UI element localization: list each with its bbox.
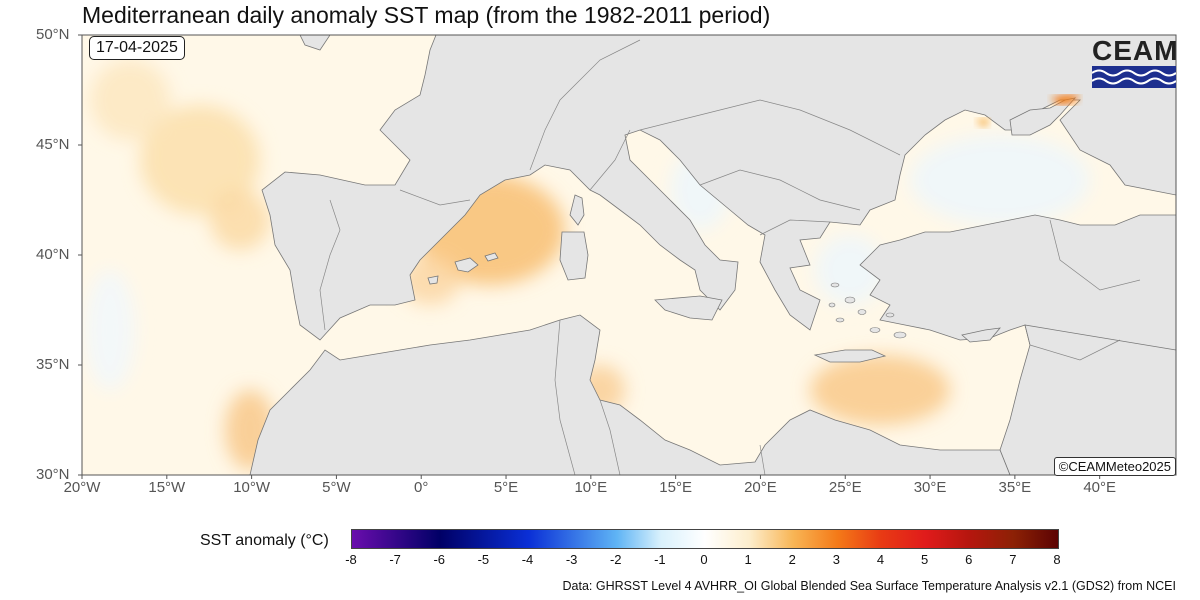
x-axis-label: 20°E bbox=[744, 479, 777, 496]
land-sardinia bbox=[559, 231, 589, 281]
data-credit: Data: GHRSST Level 4 AVHRR_OI Global Ble… bbox=[562, 579, 1176, 593]
land-cyprus bbox=[961, 327, 1001, 343]
azov-warm-spot bbox=[975, 95, 1080, 128]
land-mallorca bbox=[454, 257, 479, 273]
ceam-logo: CEAM bbox=[1092, 35, 1179, 88]
land-layer bbox=[82, 35, 1176, 475]
x-axis-label: 40°E bbox=[1083, 479, 1117, 496]
land-ibiza bbox=[427, 275, 439, 285]
copyright-label: ©CEAMMeteo2025 bbox=[1053, 457, 1176, 476]
x-axis-label: 15°E bbox=[659, 479, 692, 496]
levantine-warm-patch bbox=[810, 355, 950, 425]
color-bar-tick-label: 6 bbox=[965, 552, 973, 567]
y-axis-label: 40°N bbox=[36, 246, 70, 263]
color-bar-tick-label: 3 bbox=[832, 552, 840, 567]
land-crimea bbox=[1009, 97, 1077, 136]
color-bar-tick-label: -5 bbox=[477, 552, 490, 567]
x-axis-label: 5°E bbox=[493, 479, 519, 496]
atlantic-cool-patch bbox=[85, 270, 135, 390]
x-axis-label: 5°W bbox=[322, 479, 351, 496]
x-axis-label: 10°W bbox=[233, 479, 271, 496]
land-north-africa bbox=[82, 314, 1011, 475]
land-europe bbox=[261, 35, 1176, 341]
x-axis-label: 30°E bbox=[913, 479, 947, 496]
land-menorca bbox=[484, 252, 499, 262]
map-title: Mediterranean daily anomaly SST map (fro… bbox=[82, 2, 771, 28]
x-axis-label: 0° bbox=[414, 479, 429, 496]
x-axis-label: 20°W bbox=[63, 479, 101, 496]
land-crete bbox=[813, 349, 887, 363]
color-bar-tick-label: 7 bbox=[1009, 552, 1017, 567]
biscay-warm-patch bbox=[210, 190, 270, 250]
color-bar-tick-label: 5 bbox=[921, 552, 929, 567]
land-britain bbox=[299, 35, 331, 51]
color-bar-tick-label: -7 bbox=[389, 552, 401, 567]
country-borders bbox=[319, 39, 1141, 475]
color-bar-tick-label: 2 bbox=[788, 552, 796, 567]
color-bar-tick-label: -3 bbox=[565, 552, 578, 567]
y-axis-label: 45°N bbox=[36, 136, 70, 153]
color-bar-tick-label: 0 bbox=[700, 552, 708, 567]
color-bar-tick-label: -4 bbox=[521, 552, 534, 567]
x-axis-label: 10°E bbox=[574, 479, 608, 496]
color-bar-tick-label: -8 bbox=[345, 552, 357, 567]
color-bar-tick-label: -1 bbox=[654, 552, 666, 567]
x-axis-label: 35°E bbox=[998, 479, 1032, 496]
y-axis-label: 30°N bbox=[36, 466, 70, 483]
ceam-logo-text: CEAM bbox=[1092, 35, 1179, 66]
black-sea-cool-patch bbox=[910, 135, 1090, 225]
aegean-cool-patch bbox=[815, 235, 885, 305]
legend-title: SST anomaly (°C) bbox=[200, 532, 329, 549]
color-bar bbox=[351, 529, 1059, 549]
atlantic-warm-patch bbox=[90, 60, 170, 140]
color-bar-tick-label: 8 bbox=[1053, 552, 1061, 567]
land-sicily bbox=[654, 295, 723, 321]
land-anatolia bbox=[859, 214, 1176, 351]
land-corsica bbox=[569, 194, 585, 226]
x-axis-label: 25°E bbox=[828, 479, 862, 496]
aegean-islands bbox=[828, 282, 907, 339]
wave-icon bbox=[1092, 66, 1176, 88]
y-axis-label: 50°N bbox=[36, 26, 70, 43]
color-bar-tick-label: 1 bbox=[744, 552, 752, 567]
color-bar-tick-label: 4 bbox=[876, 552, 885, 567]
x-axis-label: 15°W bbox=[148, 479, 186, 496]
color-bar-tick-label: -6 bbox=[433, 552, 446, 567]
atlantic-warm-patch bbox=[140, 105, 260, 215]
y-axis-label: 35°N bbox=[36, 356, 70, 373]
color-bar-tick-label: -2 bbox=[609, 552, 622, 567]
date-label: 17-04-2025 bbox=[89, 36, 185, 60]
